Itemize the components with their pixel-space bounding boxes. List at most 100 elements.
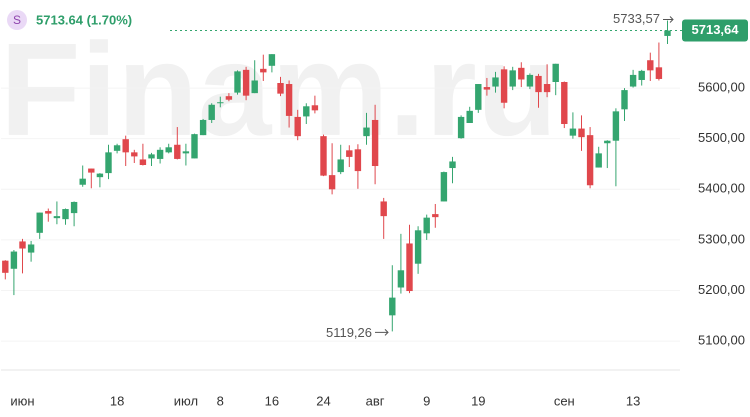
high-annotation: 5733,57 — [613, 11, 660, 26]
candle-body — [96, 173, 104, 178]
y-tick-label: 5400,00 — [698, 181, 745, 196]
candle-body — [242, 69, 250, 96]
candle-body — [105, 152, 112, 174]
candle-body — [131, 152, 138, 157]
y-tick-label: 5500,00 — [698, 130, 745, 145]
candle-body — [586, 135, 594, 186]
low-arrow — [375, 329, 389, 336]
candle-body — [62, 209, 69, 220]
candle-body — [552, 63, 559, 82]
candle-body — [139, 159, 147, 166]
last-price-badge — [682, 19, 748, 42]
candle-body — [122, 139, 129, 153]
x-tick-label: 13 — [626, 393, 640, 408]
y-tick-label: 5600,00 — [698, 80, 745, 95]
x-tick-label: авг — [366, 393, 385, 408]
candle-body — [45, 211, 52, 214]
high-arrow — [663, 16, 674, 23]
candle-body — [70, 201, 78, 214]
candle-body — [371, 119, 379, 167]
x-tick-label: 8 — [217, 393, 224, 408]
candle-body — [432, 214, 439, 218]
candle-body — [543, 84, 551, 93]
candle-body — [113, 145, 121, 151]
candle-body — [569, 128, 577, 136]
x-tick-label: сен — [554, 393, 575, 408]
candle-body — [88, 168, 95, 173]
x-tick-label: 18 — [110, 393, 124, 408]
candle-body — [397, 270, 405, 288]
candle-body — [509, 70, 516, 87]
candle-body — [156, 149, 164, 159]
candle-body — [53, 216, 61, 219]
candle-body — [27, 244, 35, 253]
candle-body — [303, 106, 310, 117]
candle-body — [638, 70, 645, 80]
candle-body — [629, 74, 637, 87]
candle-body — [182, 151, 190, 154]
candle-body — [440, 172, 448, 202]
candle-body — [268, 54, 276, 66]
candle-body — [294, 116, 301, 137]
candle-body — [535, 75, 542, 93]
candle-body — [595, 153, 602, 168]
candle-body — [414, 230, 422, 264]
candle-body — [475, 84, 482, 110]
candle-body — [483, 87, 491, 90]
candle-body — [612, 111, 620, 141]
candle-body — [647, 60, 654, 71]
candle-body — [208, 104, 215, 120]
candle-body — [337, 159, 344, 173]
quote: 5713.64 (1.70%) — [36, 12, 132, 27]
candle-body — [2, 260, 9, 273]
candle-body — [526, 74, 534, 87]
candle-body — [225, 96, 233, 100]
candle-body — [363, 127, 370, 137]
candle-body — [449, 161, 456, 169]
candle-body — [285, 84, 293, 116]
x-tick-label: июн — [10, 393, 34, 408]
candle-body — [36, 212, 43, 233]
y-tick-label: 5100,00 — [698, 333, 745, 348]
candle-body — [328, 175, 336, 190]
x-tick-label: июл — [174, 393, 198, 408]
candle-body — [406, 243, 413, 292]
symbol-badge — [7, 10, 27, 30]
candle-body — [457, 116, 465, 139]
low-annotation: 5119,26 — [326, 325, 372, 340]
candle-body — [423, 217, 430, 234]
candle-body — [664, 30, 671, 36]
candle-body — [578, 128, 585, 138]
candle-body — [174, 144, 181, 159]
x-tick-label: 24 — [316, 393, 330, 408]
candle-body — [518, 67, 525, 80]
candle-body — [311, 105, 319, 111]
candle-body — [19, 241, 26, 249]
candle-body — [621, 90, 628, 110]
candle-body — [165, 147, 172, 153]
candle-body — [604, 140, 611, 144]
candle-body — [500, 69, 508, 103]
x-tick-label: 19 — [471, 393, 485, 408]
candle-body — [234, 71, 241, 93]
candle-body — [655, 67, 663, 79]
candle-body — [191, 134, 198, 159]
candle-body — [492, 77, 499, 87]
candle-body — [260, 68, 267, 73]
last-price-label: 5713,64 — [692, 22, 740, 37]
candle-body — [389, 297, 396, 316]
candle-body — [380, 201, 387, 217]
x-tick-label: 16 — [265, 393, 279, 408]
candle-body — [199, 119, 207, 136]
candle-body — [10, 251, 18, 269]
candle-body — [79, 178, 86, 185]
candle-body — [320, 136, 327, 176]
y-tick-label: 5200,00 — [698, 282, 745, 297]
candle-body — [354, 149, 362, 172]
candle-body — [346, 150, 353, 157]
y-tick-label: 5300,00 — [698, 231, 745, 246]
candle-body — [251, 80, 258, 94]
x-tick-label: 9 — [423, 393, 430, 408]
candle-body — [148, 154, 155, 159]
